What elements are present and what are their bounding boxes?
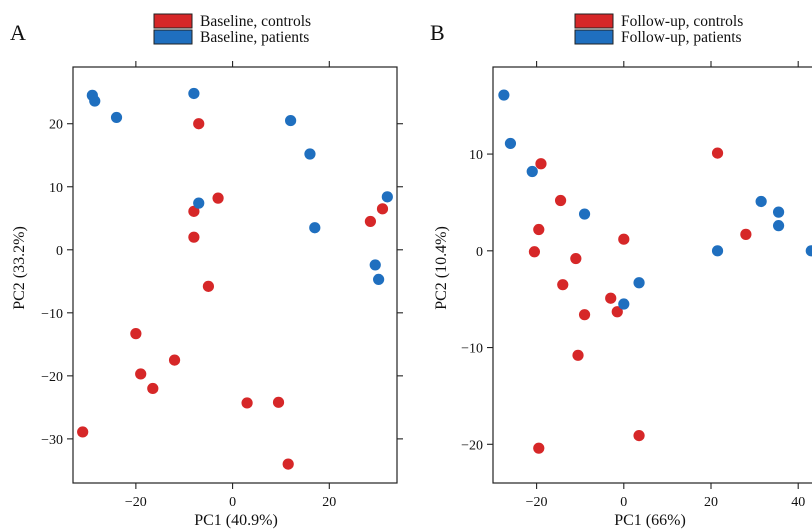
x-axis-label-a: PC1 (40.9%)	[194, 512, 278, 529]
patient-point-b	[578, 208, 591, 220]
patient-point-b	[755, 195, 767, 208]
patient-point-b	[711, 245, 724, 257]
legend-swatch-baseline-patients	[153, 29, 193, 45]
y-axis-label-b: PC2 (10.4%)	[433, 226, 450, 310]
patient-point-b	[618, 298, 630, 310]
legend-swatch-followup-patients	[574, 29, 614, 45]
y-tick-label-a: −10	[41, 307, 63, 322]
control-point-a	[77, 426, 89, 438]
patient-point-a	[285, 114, 297, 127]
control-point-a	[188, 205, 200, 217]
control-point-a	[241, 397, 253, 409]
legend-label-baseline-patients: Baseline, patients	[200, 29, 309, 46]
data-points-a	[77, 87, 393, 470]
control-point-b	[533, 442, 545, 454]
y-tick-label-a: −30	[41, 433, 63, 448]
control-point-a	[202, 280, 215, 292]
patient-point-b	[633, 277, 645, 289]
plot-frame-b	[492, 66, 812, 484]
control-point-b	[611, 306, 623, 318]
control-point-b	[533, 223, 545, 236]
patient-point-b	[772, 206, 785, 218]
control-point-b	[605, 292, 617, 304]
x-tick-label-a: 20	[322, 495, 336, 510]
y-tick-label-b: 10	[469, 148, 483, 163]
patient-point-a	[89, 95, 101, 107]
x-tick-label-b: 40	[791, 495, 805, 510]
patient-point-a	[188, 87, 200, 100]
panel-b: B Follow-up, controls Follow-up, patient…	[430, 13, 812, 529]
axis-ticks-a: −20 0 20 −30 −20 −10 0 10 20	[41, 61, 403, 510]
patient-point-a	[193, 197, 205, 209]
control-point-a	[282, 458, 294, 470]
y-tick-label-b: 0	[476, 245, 483, 260]
patient-point-a	[373, 273, 385, 286]
control-point-b	[528, 246, 541, 258]
axis-ticks-b: −20 0 20 40 −20 −10 0 10	[461, 61, 805, 510]
legend-label-followup-patients: Follow-up, patients	[621, 29, 742, 46]
panel-a: A Baseline, controls Baseline, patients …	[10, 13, 403, 529]
patient-point-b	[526, 165, 538, 178]
y-tick-label-a: 10	[49, 181, 63, 196]
control-point-b	[633, 429, 645, 442]
x-tick-label-a: −20	[125, 495, 147, 510]
x-tick-label-a: 0	[229, 495, 236, 510]
control-point-a	[193, 118, 205, 130]
patient-point-a	[369, 259, 381, 271]
control-point-b	[554, 194, 567, 207]
control-point-b	[572, 349, 584, 361]
x-axis-label-b: PC1 (66%)	[614, 512, 686, 529]
patient-point-b	[504, 137, 517, 150]
legend-label-followup-controls: Follow-up, controls	[621, 13, 743, 30]
control-point-a	[130, 328, 142, 340]
patient-point-b	[498, 89, 510, 101]
control-point-b	[557, 279, 569, 291]
control-point-b	[578, 309, 591, 321]
patient-point-a	[110, 111, 123, 124]
control-point-b	[535, 158, 547, 170]
patient-point-a	[309, 222, 321, 234]
control-point-a	[135, 368, 147, 380]
control-point-a	[212, 192, 224, 204]
legend-a: Baseline, controls Baseline, patients	[153, 13, 311, 46]
control-point-b	[570, 252, 582, 265]
patient-point-a	[304, 148, 316, 160]
plot-frame-a	[72, 66, 398, 484]
x-tick-label-b: −20	[526, 495, 548, 510]
y-tick-label-b: −20	[461, 438, 483, 453]
y-tick-label-a: 0	[56, 244, 63, 259]
control-point-a	[364, 215, 377, 228]
legend-label-baseline-controls: Baseline, controls	[200, 13, 311, 30]
legend-swatch-baseline-controls	[153, 13, 193, 29]
panel-letter-b: B	[430, 20, 445, 45]
control-point-b	[711, 147, 724, 159]
legend-swatch-followup-controls	[574, 13, 614, 29]
x-tick-label-b: 20	[704, 495, 718, 510]
y-axis-label-a: PC2 (33.2%)	[11, 226, 28, 310]
patient-point-b	[805, 245, 812, 257]
control-point-a	[376, 203, 389, 215]
panel-letter-a: A	[10, 20, 26, 45]
y-tick-label-b: −10	[461, 342, 483, 357]
control-point-a	[188, 231, 200, 243]
control-point-b	[740, 228, 752, 240]
control-point-b	[618, 233, 630, 245]
control-point-a	[272, 396, 285, 408]
patient-point-a	[381, 191, 393, 203]
data-points-b	[498, 89, 812, 454]
control-point-a	[168, 354, 181, 366]
y-tick-label-a: 20	[49, 118, 63, 133]
patient-point-b	[772, 220, 785, 232]
control-point-a	[147, 382, 159, 395]
legend-b: Follow-up, controls Follow-up, patients	[574, 13, 743, 46]
y-tick-label-a: −20	[41, 370, 63, 385]
x-tick-label-b: 0	[620, 495, 627, 510]
